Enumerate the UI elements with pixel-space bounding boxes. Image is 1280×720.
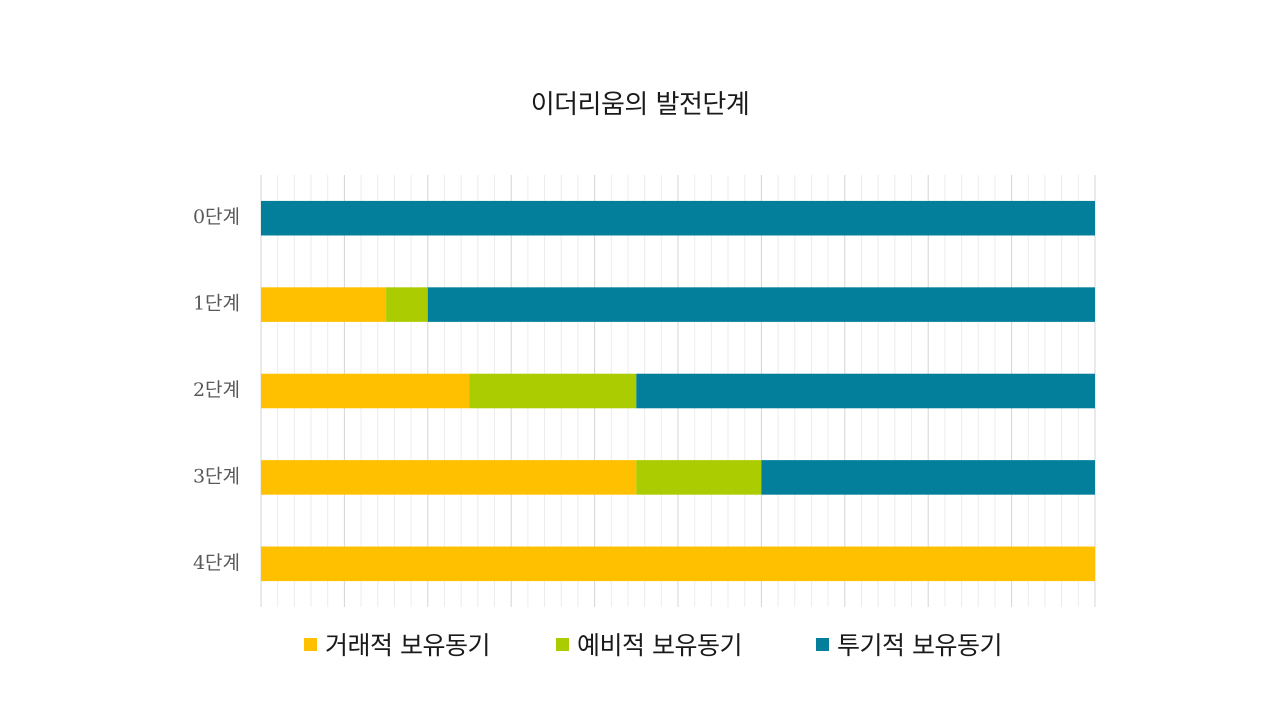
legend: 거래적 보유동기 예비적 보유동기 투기적 보유동기 xyxy=(0,624,1280,664)
chart-title: 이더리움의 발전단계 xyxy=(530,90,750,120)
bars xyxy=(261,200,1095,582)
legend-item-transaction: 거래적 보유동기 xyxy=(304,624,490,664)
legend-label-transaction: 거래적 보유동기 xyxy=(325,631,490,660)
bar-segment-1-2 xyxy=(427,287,1095,322)
legend-item-precautionary: 예비적 보유동기 xyxy=(556,624,742,664)
bar-segment-3-1 xyxy=(636,460,762,495)
bar-segment-2-0 xyxy=(261,373,470,409)
legend-item-speculative: 투기적 보유동기 xyxy=(816,624,1002,664)
bar-segment-4-0 xyxy=(261,546,1095,582)
bar-segment-1-1 xyxy=(386,287,428,322)
bar-segment-3-0 xyxy=(261,460,637,495)
category-label: 1단계 xyxy=(193,293,240,315)
bar-segment-2-2 xyxy=(636,373,1095,409)
legend-swatch-transaction xyxy=(304,637,317,651)
legend-swatch-speculative xyxy=(816,637,829,651)
category-label: 3단계 xyxy=(193,465,240,487)
legend-swatch-precautionary xyxy=(556,637,569,651)
legend-label-precautionary: 예비적 보유동기 xyxy=(577,631,742,660)
category-label: 4단계 xyxy=(193,552,240,574)
category-labels: 0단계 1단계 2단계 3단계 4단계 xyxy=(193,206,240,574)
bar-segment-2-1 xyxy=(469,373,637,409)
legend-label-speculative: 투기적 보유동기 xyxy=(837,631,1002,660)
category-label: 2단계 xyxy=(193,379,240,401)
bar-segment-0-2 xyxy=(261,200,1095,236)
bar-segment-3-2 xyxy=(761,460,1095,495)
bar-segment-1-0 xyxy=(261,287,387,322)
category-label: 0단계 xyxy=(193,206,240,228)
